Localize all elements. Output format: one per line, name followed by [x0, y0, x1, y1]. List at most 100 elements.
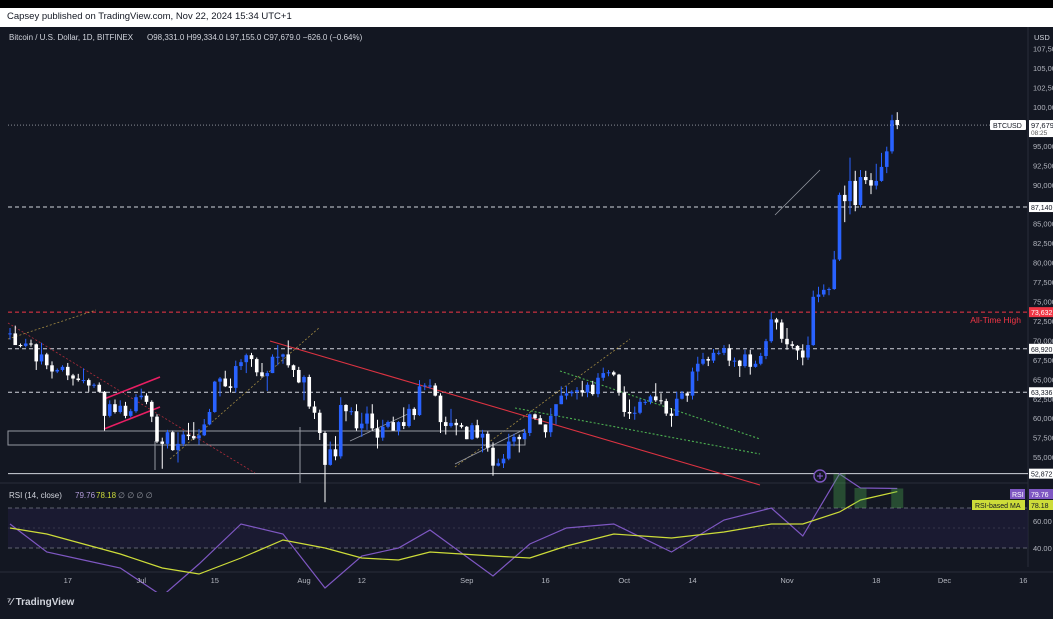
currency-label[interactable]: USD [1034, 33, 1050, 42]
candle-body [165, 432, 170, 444]
candle-body [732, 360, 737, 362]
candle-body [223, 378, 228, 387]
grey-rising-line-2[interactable] [349, 412, 411, 442]
dotted-yellow-line-1[interactable] [7, 309, 97, 340]
rsi-title[interactable]: RSI (14, close) [9, 491, 62, 500]
candle-body [128, 411, 133, 416]
rsi-value: 79.76 [75, 491, 96, 500]
candle-body [76, 378, 81, 381]
candle-body [71, 375, 75, 379]
candle-body [743, 354, 747, 367]
dotted-yellow-line-3[interactable] [454, 338, 631, 468]
candle-body [296, 369, 301, 383]
candle-body [254, 359, 259, 373]
candle-body [695, 363, 700, 372]
candle-body [496, 463, 501, 466]
legend-ohlc: O98,331.0 H99,334.0 L97,155.0 C97,679.0 … [147, 33, 363, 42]
candle-body [338, 404, 343, 457]
candle-body [832, 259, 837, 290]
candle-body [438, 395, 443, 423]
chart-svg[interactable]: All-Time High Bitcoin / U.S. Dollar, 1D,… [0, 27, 1053, 597]
candle-body [286, 354, 291, 366]
time-axis[interactable]: 17Jul15Aug12Sep16Oct14Nov18Dec162025 [64, 576, 1053, 585]
candle-body [543, 424, 548, 433]
candle-body [270, 356, 275, 374]
candle-body [354, 411, 359, 429]
rsi-axis[interactable]: RSI 79.76 RSI-based MA 78.18 60.00 40.00 [972, 489, 1053, 553]
level-tag: 87,140 [1031, 205, 1053, 212]
price-tick: 72,500 [1033, 317, 1053, 326]
candle-body [758, 355, 763, 364]
green-wedge-upper[interactable] [559, 370, 761, 440]
candle-body [396, 422, 401, 431]
candle-body [265, 373, 270, 377]
grey-rising-line-3[interactable] [774, 169, 821, 216]
ath-label: All-Time High [970, 315, 1021, 325]
legend-symbol[interactable]: Bitcoin / U.S. Dollar, 1D, BITFINEX [9, 33, 134, 42]
candle-body [895, 119, 900, 126]
dotted-red-trendline[interactable] [7, 322, 256, 474]
candle-body [842, 194, 847, 202]
candle-body [590, 384, 595, 395]
candle-body [548, 415, 553, 433]
candle-body [659, 400, 663, 402]
candle-body [653, 396, 658, 401]
candle-body [65, 366, 70, 376]
rsi-overbought-fill [833, 474, 846, 508]
candle-body [690, 371, 695, 396]
time-label: Oct [618, 576, 631, 585]
published-banner: Capsey published on TradingView.com, Nov… [0, 8, 1053, 27]
time-label: Sep [460, 576, 473, 585]
candle-body [365, 413, 369, 424]
descending-trendline[interactable] [269, 340, 761, 486]
time-label: Jul [136, 576, 146, 585]
level-tag-bg [1029, 387, 1053, 398]
symbol-tag: BTCUSD [993, 123, 1022, 130]
candle-body [207, 411, 212, 425]
candle-body [401, 422, 406, 426]
event-marker-icon[interactable] [813, 469, 827, 483]
candle-body [706, 359, 711, 361]
time-label: 16 [1019, 576, 1027, 585]
tradingview-logo[interactable]: ⁷⁄ TradingView [7, 597, 74, 608]
price-tick: 90,000 [1033, 181, 1053, 190]
candle-body [538, 418, 543, 425]
candle-body [249, 355, 254, 360]
candle-body [233, 366, 238, 388]
candle-body [160, 441, 165, 444]
chart-area[interactable]: All-Time High Bitcoin / U.S. Dollar, 1D,… [0, 27, 1053, 597]
candle-body [821, 289, 826, 295]
candle-body [748, 354, 753, 367]
price-axis-ticks[interactable]: 107,500 105,000 102,500 100,000 95,000 92,500… [1033, 45, 1053, 462]
candle-body [60, 366, 65, 370]
level-tag: 52,872 [1031, 472, 1053, 479]
grey-rising-line-1[interactable] [454, 428, 526, 465]
candle-body [344, 404, 348, 412]
price-tick: 80,000 [1033, 259, 1053, 268]
candle-body [806, 345, 810, 358]
candle-body [869, 180, 873, 186]
candle-body [680, 393, 684, 399]
candle-body [501, 458, 506, 464]
candle-body [134, 397, 138, 412]
candle-body [816, 294, 821, 297]
candle-body [722, 348, 726, 353]
time-label: 12 [358, 576, 366, 585]
time-label: 18 [872, 576, 880, 585]
last-price-tag: 97,679 [1031, 121, 1053, 130]
candle-body [443, 422, 448, 426]
candle-body [737, 360, 742, 367]
pink-channel-top[interactable] [103, 376, 161, 400]
candle-body [181, 434, 186, 444]
candle-body [202, 424, 207, 436]
candle-body [275, 356, 280, 358]
candle-body [186, 434, 191, 437]
price-tick: 100,000 [1033, 103, 1053, 112]
candle-body [769, 319, 774, 342]
candle-body [716, 352, 721, 354]
candle-body [386, 422, 390, 427]
level-tag-bg [1029, 202, 1053, 213]
candle-body [92, 384, 96, 386]
horizontal-levels[interactable] [8, 206, 1028, 475]
candle-body [827, 289, 831, 291]
